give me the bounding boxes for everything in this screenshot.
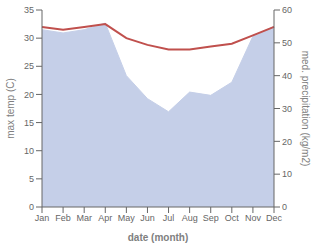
svg-text:20: 20: [24, 90, 34, 100]
svg-text:30: 30: [282, 104, 292, 114]
svg-text:Oct: Oct: [225, 213, 240, 223]
svg-text:10: 10: [24, 146, 34, 156]
svg-text:Jun: Jun: [140, 213, 155, 223]
svg-text:5: 5: [29, 174, 34, 184]
svg-text:15: 15: [24, 118, 34, 128]
svg-text:Aug: Aug: [182, 213, 198, 223]
svg-text:Apr: Apr: [98, 213, 112, 223]
svg-text:20: 20: [282, 137, 292, 147]
svg-text:Jul: Jul: [163, 213, 175, 223]
svg-text:25: 25: [24, 61, 34, 71]
svg-text:May: May: [118, 213, 136, 223]
svg-text:Mar: Mar: [76, 213, 92, 223]
svg-text:Dec: Dec: [266, 213, 283, 223]
svg-text:max temp (C): max temp (C): [8, 78, 16, 139]
svg-text:35: 35: [24, 5, 34, 15]
svg-text:Sep: Sep: [203, 213, 219, 223]
svg-text:Feb: Feb: [55, 213, 71, 223]
svg-text:0: 0: [282, 202, 287, 212]
svg-text:date (month): date (month): [128, 232, 189, 243]
svg-text:10: 10: [282, 169, 292, 179]
svg-text:med. precipitation (kg/m2): med. precipitation (kg/m2): [300, 51, 310, 167]
svg-text:Jan: Jan: [35, 213, 50, 223]
svg-text:40: 40: [282, 71, 292, 81]
svg-text:30: 30: [24, 33, 34, 43]
svg-text:50: 50: [282, 38, 292, 48]
svg-text:Nov: Nov: [245, 213, 262, 223]
svg-text:60: 60: [282, 5, 292, 15]
svg-text:0: 0: [29, 202, 34, 212]
